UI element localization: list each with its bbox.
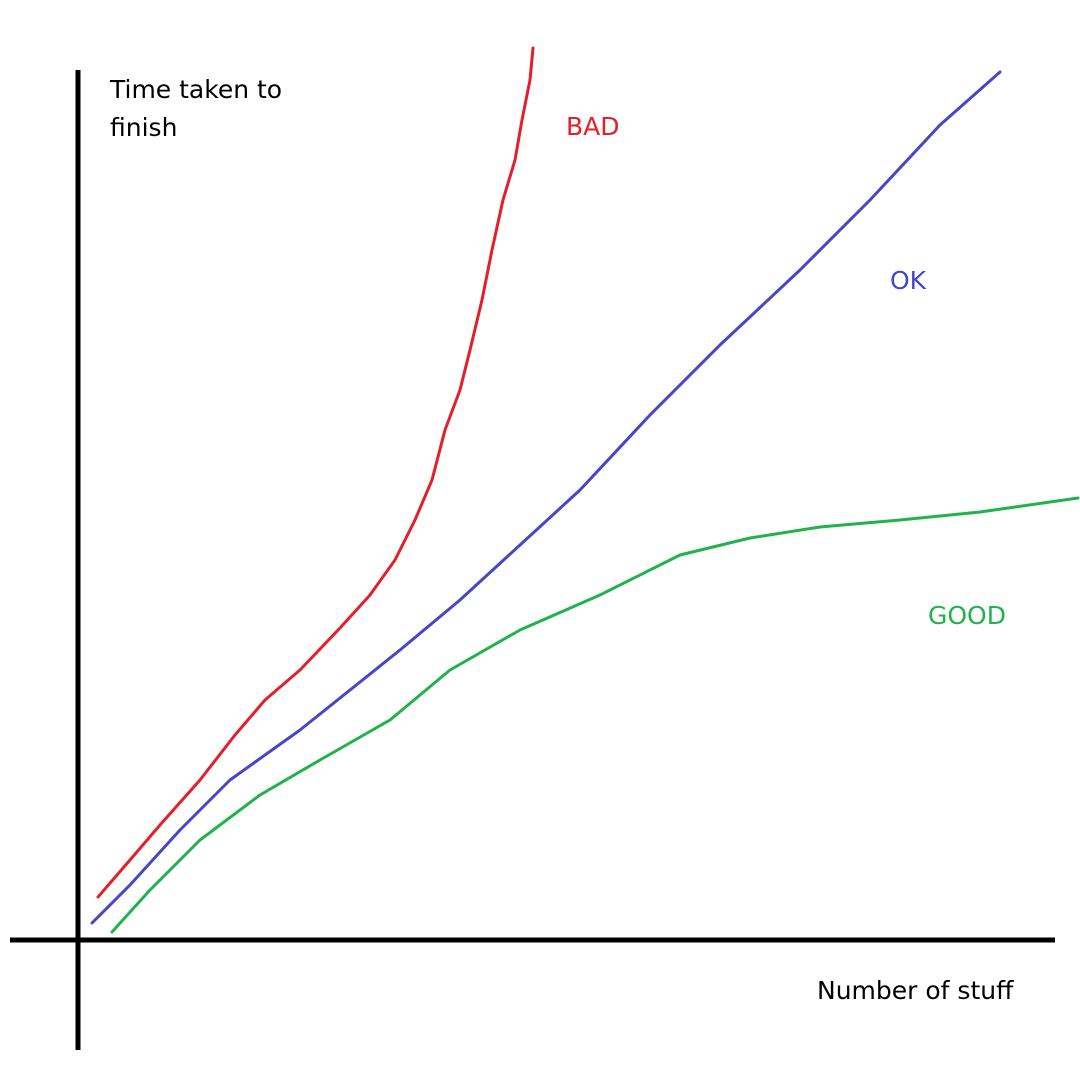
series-label: OK (890, 266, 927, 295)
x-axis-label: Number of stuff (817, 976, 1014, 1005)
y-axis-label: Time taken to finish (110, 75, 283, 142)
series-line (90, 70, 1002, 925)
series-line (110, 496, 1080, 934)
series-line (96, 46, 535, 899)
series-label: GOOD (928, 601, 1006, 630)
series-label: BAD (566, 112, 620, 141)
